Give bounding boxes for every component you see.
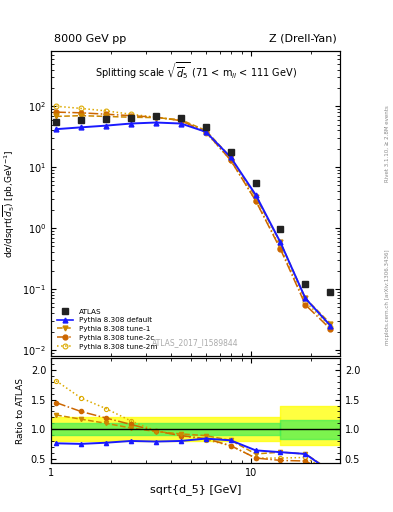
Text: Rivet 3.1.10, ≥ 2.8M events: Rivet 3.1.10, ≥ 2.8M events [385,105,390,182]
Text: Z (Drell-Yan): Z (Drell-Yan) [269,34,337,44]
Text: ATLAS_2017_I1589844: ATLAS_2017_I1589844 [152,338,239,347]
Text: mcplots.cern.ch [arXiv:1306.3436]: mcplots.cern.ch [arXiv:1306.3436] [385,249,390,345]
Y-axis label: d$\sigma$/dsqrt($\overline{d_5}$) [pb,GeV$^{-1}$]: d$\sigma$/dsqrt($\overline{d_5}$) [pb,Ge… [2,150,17,258]
Text: Splitting scale $\sqrt{\overline{d}_5}$ (71 < m$_{ll}$ < 111 GeV): Splitting scale $\sqrt{\overline{d}_5}$ … [95,60,296,81]
Y-axis label: Ratio to ATLAS: Ratio to ATLAS [16,378,25,444]
Legend: ATLAS, Pythia 8.308 default, Pythia 8.308 tune-1, Pythia 8.308 tune-2c, Pythia 8: ATLAS, Pythia 8.308 default, Pythia 8.30… [55,306,159,352]
Text: 8000 GeV pp: 8000 GeV pp [54,34,126,44]
X-axis label: sqrt{d_5} [GeV]: sqrt{d_5} [GeV] [150,484,241,495]
